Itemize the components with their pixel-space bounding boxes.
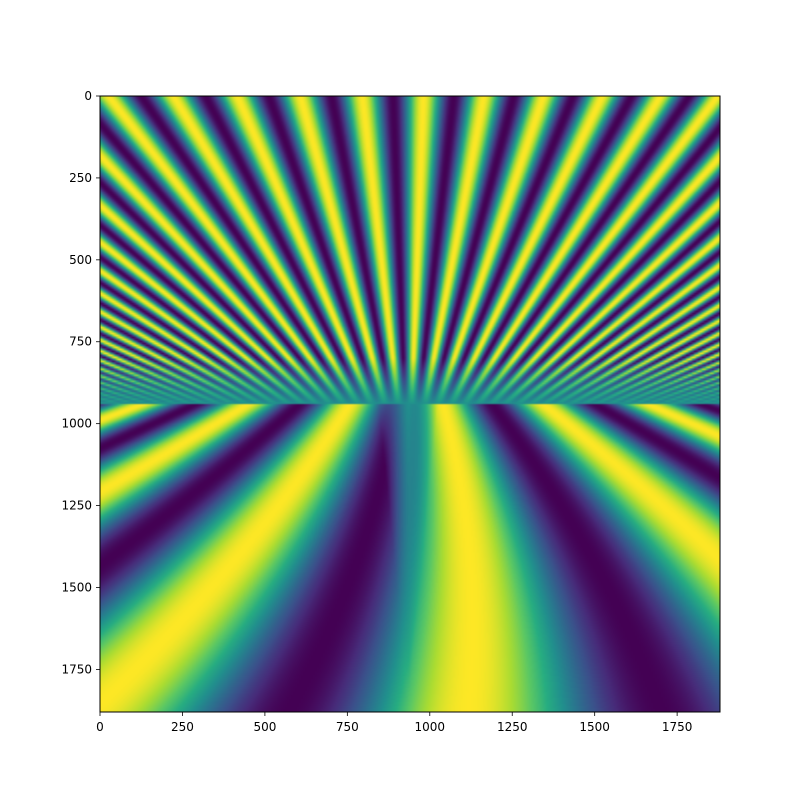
x-tick-label: 1250 [497, 720, 528, 734]
y-tick-label: 1500 [61, 580, 92, 594]
y-axis: 0 250 500 750 1000 1250 1500 1750 [61, 89, 100, 676]
y-tick-label: 500 [69, 253, 92, 267]
x-tick-label: 1000 [415, 720, 446, 734]
heatmap-image [100, 96, 720, 712]
y-tick-label: 1250 [61, 499, 92, 513]
x-axis: 0 250 500 750 1000 1250 1500 1750 [96, 712, 692, 734]
x-tick-label: 0 [96, 720, 104, 734]
y-tick-label: 250 [69, 171, 92, 185]
x-tick-label: 750 [336, 720, 359, 734]
y-tick-label: 0 [84, 89, 92, 103]
plot-area [99, 95, 721, 713]
y-tick-label: 1000 [61, 417, 92, 431]
x-tick-label: 500 [253, 720, 276, 734]
x-tick-label: 250 [171, 720, 194, 734]
x-tick-label: 1750 [662, 720, 693, 734]
x-tick-label: 1500 [579, 720, 610, 734]
y-tick-label: 750 [69, 335, 92, 349]
axes-frame [99, 95, 721, 713]
y-tick-label: 1750 [61, 662, 92, 676]
